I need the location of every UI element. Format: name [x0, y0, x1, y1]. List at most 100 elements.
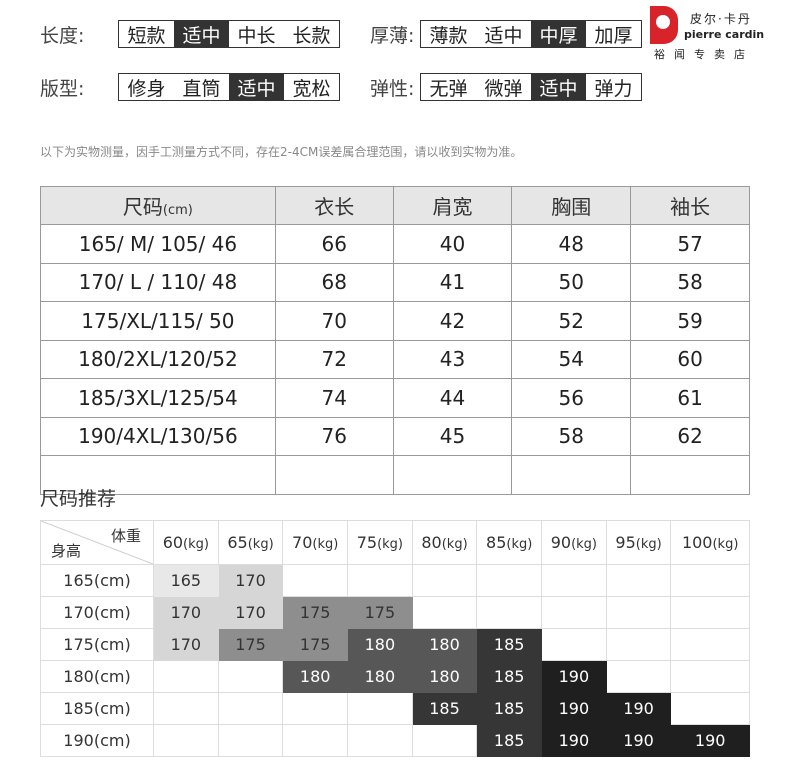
size-cell [392, 455, 513, 495]
size-header-row: 尺码(cm) 衣长 肩宽 胸围 袖长 [40, 186, 750, 225]
size-cell: 70 [274, 301, 394, 341]
corner-cell: 体重 身高 [40, 520, 154, 565]
recommend-cell [670, 660, 750, 693]
weight-header: 65(kg) [217, 520, 284, 565]
attr-option: 宽松 [292, 77, 331, 100]
recommend-cell [153, 660, 219, 693]
recommend-cell [282, 564, 349, 597]
weight-header: 85(kg) [476, 520, 543, 565]
recommend-cell [217, 724, 284, 757]
measurement-note: 以下为实物测量，因手工测量方式不同，存在2-4CM误差属合理范围，请以收到实物为… [40, 145, 523, 159]
weight-value: 70 [292, 533, 313, 552]
weight-unit: (kg) [183, 537, 209, 552]
size-table: 尺码(cm) 衣长 肩宽 胸围 袖长 165/ M/ 105/ 46 66 40 48 57 170… [40, 186, 750, 495]
attr-option: 微弹 [484, 77, 523, 100]
size-cell: 60 [630, 339, 750, 379]
recommend-cell [282, 724, 349, 757]
recommend-cell: 190 [670, 724, 750, 757]
recommend-cell: 165 [153, 564, 219, 597]
recommend-cell: 170 [217, 596, 284, 629]
recommend-cell [411, 596, 478, 629]
header-text: 胸围 [551, 195, 592, 219]
weight-value: 60 [162, 533, 184, 552]
recommend-cell [670, 564, 750, 597]
size-cell: 56 [511, 378, 632, 418]
size-header-cell: 尺码(cm) [40, 186, 276, 225]
size-row [40, 455, 750, 495]
weight-header: 75(kg) [347, 520, 413, 565]
recommend-cell [153, 692, 219, 725]
recommend-cell [476, 564, 543, 597]
attr-option-selected: 中厚 [531, 21, 586, 47]
recommend-cell: 180 [411, 628, 478, 661]
attr-option: 加厚 [594, 24, 633, 47]
header-text: 衣长 [314, 195, 355, 219]
size-cell: 180/2XL/120/52 [40, 339, 276, 379]
height-header: 185(cm) [40, 692, 154, 725]
height-header: 170(cm) [40, 596, 154, 629]
recommend-cell: 175 [347, 596, 413, 629]
size-cell: 76 [274, 416, 394, 456]
logo-mark-icon [650, 6, 678, 44]
recommend-cell: 190 [541, 724, 607, 757]
recommend-cell: 185 [476, 660, 543, 693]
weight-header: 60(kg) [153, 520, 219, 565]
weight-value: 80 [421, 533, 442, 552]
attr-option: 弹力 [594, 77, 633, 100]
size-cell: 175/XL/115/ 50 [40, 301, 276, 341]
size-row: 185/3XL/125/54 74 44 56 61 [40, 378, 750, 418]
weight-unit: (kg) [712, 537, 739, 552]
size-cell: 57 [630, 224, 750, 264]
size-cell: 62 [630, 416, 750, 456]
weight-unit: (kg) [312, 537, 339, 552]
recommend-cell [217, 660, 284, 693]
recommend-cell [605, 596, 672, 629]
size-row: 170/ L / 110/ 48 68 41 50 58 [40, 262, 750, 302]
size-cell: 45 [392, 416, 513, 456]
attr-label: 厚薄: [370, 25, 415, 47]
recommend-cell: 180 [347, 660, 413, 693]
height-label: 身高 [51, 542, 82, 560]
header-text: 尺码 [122, 195, 163, 219]
brand-logo: 皮尔·卡丹 pierre cardin 裕闻专卖店 [650, 6, 785, 64]
logo-en: pierre cardin [684, 28, 765, 41]
recommend-row: 165(cm) 165 170 [40, 564, 750, 597]
weight-unit: (kg) [441, 537, 468, 552]
recommend-cell: 190 [541, 692, 607, 725]
recommend-cell: 175 [282, 596, 349, 629]
size-cell: 185/3XL/125/54 [40, 378, 276, 418]
weight-value: 75 [356, 533, 378, 552]
size-row: 180/2XL/120/52 72 43 54 60 [40, 339, 750, 379]
size-header-cell: 胸围 [511, 186, 632, 225]
attr-option-selected: 适中 [229, 74, 284, 100]
size-cell [630, 455, 750, 495]
recommend-cell: 185 [476, 628, 543, 661]
weight-header: 95(kg) [605, 520, 672, 565]
attr-option: 薄款 [429, 24, 468, 47]
weight-header: 100(kg) [670, 520, 750, 565]
recommend-cell: 185 [476, 692, 543, 725]
recommend-cell [411, 564, 478, 597]
recommend-cell: 185 [476, 724, 543, 757]
recommend-cell: 180 [411, 660, 478, 693]
attr-label: 长度: [40, 25, 85, 47]
attr-option: 长款 [292, 24, 331, 47]
size-cell [511, 455, 632, 495]
attr-label: 版型: [40, 78, 85, 100]
size-cell: 58 [511, 416, 632, 456]
recommend-header-row: 体重 身高 60(kg) 65(kg) 70(kg) 75(kg) 80(kg) 85(kg)… [40, 520, 750, 565]
size-cell: 42 [392, 301, 513, 341]
attr-option: 无弹 [429, 77, 468, 100]
attr-options: 短款 适中 中长 长款 [118, 20, 340, 48]
header-text: 袖长 [670, 195, 711, 219]
weight-value: 95 [615, 533, 636, 552]
recommend-title: 尺码推荐 [40, 488, 117, 510]
attr-option-selected: 适中 [531, 74, 586, 100]
recommend-cell: 180 [347, 628, 413, 661]
weight-unit: (kg) [635, 537, 662, 552]
recommend-cell [605, 628, 672, 661]
weight-unit: (kg) [571, 537, 598, 552]
height-header: 175(cm) [40, 628, 154, 661]
recommend-cell [670, 596, 750, 629]
recommend-cell: 190 [605, 692, 672, 725]
